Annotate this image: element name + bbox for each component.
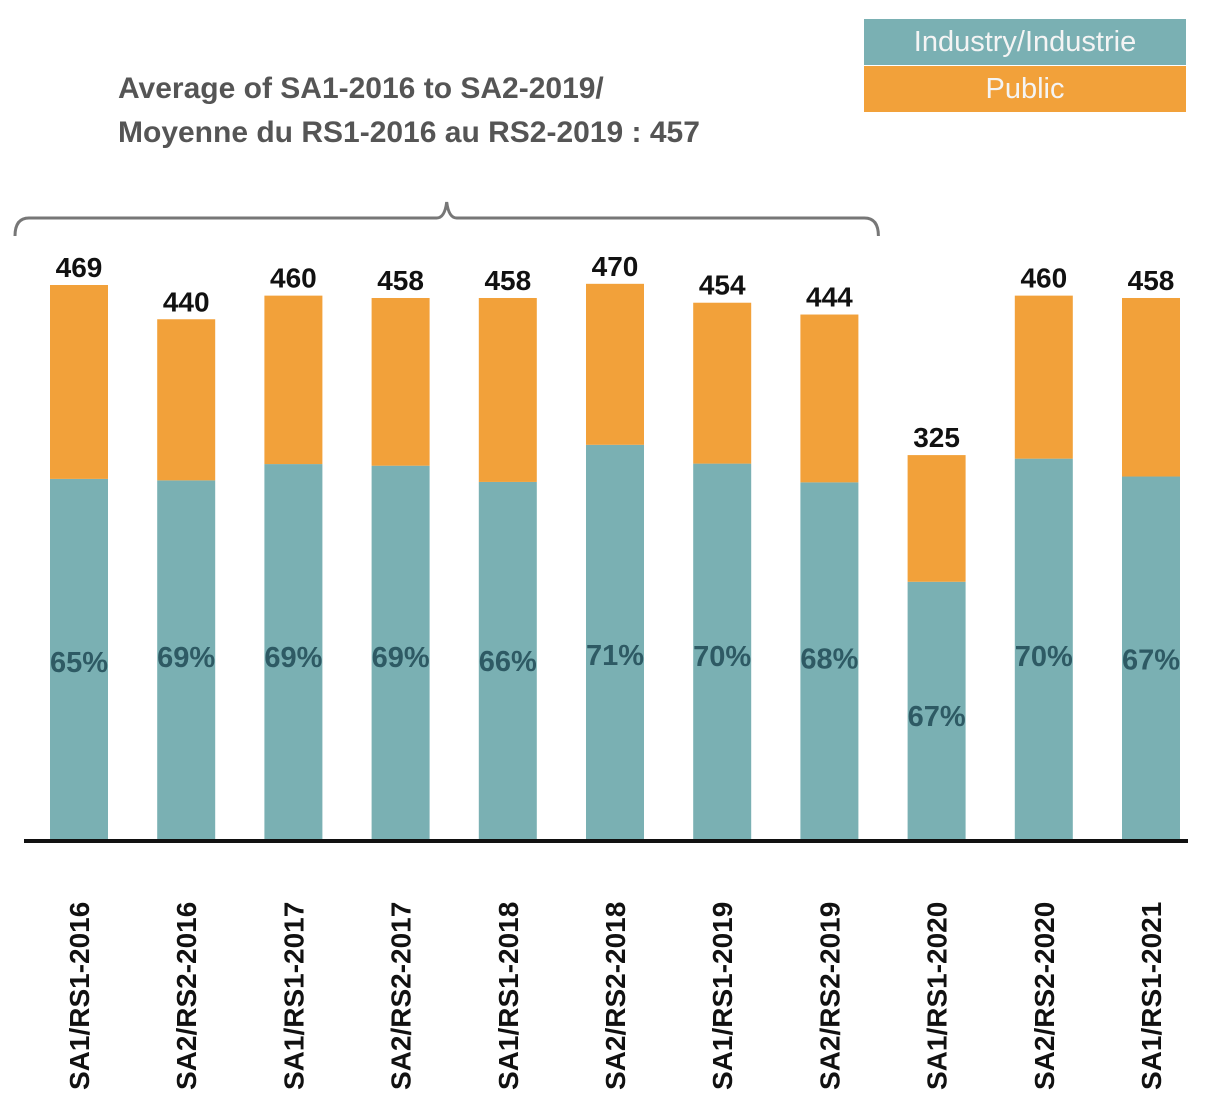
percent-label: 70% [693,641,751,673]
bar-industry [586,444,644,839]
total-label: 440 [163,286,210,317]
percent-label: 69% [157,642,215,674]
x-tick-label: SA1/RS1-2017 [278,902,309,1090]
x-tick-label: SA1/RS1-2018 [493,902,524,1090]
bar-industry [693,463,752,839]
bar-industry [478,481,537,839]
x-tick-label: SA1/RS1-2019 [707,902,738,1090]
percent-label: 66% [479,646,537,678]
bar-public [1014,295,1073,459]
bar-industry [157,480,216,839]
x-tick-label: SA1/RS1-2021 [1136,902,1167,1090]
total-label: 444 [806,282,853,313]
total-label: 460 [270,263,317,294]
bar-public [157,319,216,481]
percent-label: 69% [264,642,322,674]
bar-public [371,297,430,466]
x-tick-labels: SA1/RS1-2016 SA2/RS2-2016 SA1/RS1-2017 SA2/… [64,902,1167,1090]
bar-industry [50,478,108,839]
bar-public [1122,297,1180,477]
percent-label: 67% [908,701,966,733]
x-tick-label: SA1/RS1-2016 [64,902,95,1090]
bar-industry [1122,476,1180,839]
bar-industry [371,465,430,839]
percent-label: 69% [372,642,430,674]
x-tick-label: SA2/RS2-2020 [1029,902,1060,1090]
percent-label: 68% [800,643,858,675]
bar-public [264,295,323,465]
percent-label: 70% [1015,641,1073,673]
bar-public [907,455,966,582]
total-label: 460 [1020,263,1067,294]
total-label: 469 [56,252,103,283]
bar-industry [264,464,323,839]
bar-public [586,283,644,445]
bar-public [478,297,537,482]
percent-label: 65% [50,647,108,679]
bar-industry [800,482,859,839]
bars-group [50,283,1180,839]
x-tick-label: SA2/RS2-2018 [600,902,631,1090]
bar-industry [907,581,966,839]
x-tick-label: SA1/RS1-2020 [922,902,953,1090]
percent-label: 71% [586,640,644,672]
x-tick-label: SA2/RS2-2019 [814,902,845,1090]
total-label: 458 [377,265,424,296]
total-label: 325 [913,422,960,453]
total-label: 458 [1128,265,1175,296]
percent-label: 67% [1122,645,1180,677]
bar-public [50,285,108,479]
labels-group: 469 65% 440 69% 460 69% 458 69% 458 66% 470 71% 454 7… [50,251,1180,733]
legend-industry: Industry/Industrie [864,19,1186,65]
legend-public: Public [864,66,1186,112]
x-tick-label: SA2/RS2-2016 [171,902,202,1090]
average-brace [13,201,880,237]
x-tick-label: SA2/RS2-2017 [386,902,417,1090]
chart-subtitle: Moyenne du RS1-2016 au RS2-2019 : 457 [118,116,700,149]
total-label: 470 [592,251,639,282]
bar-public [693,302,752,464]
total-label: 454 [699,270,746,301]
total-label: 458 [484,265,531,296]
bar-public [800,314,859,483]
bar-industry [1014,458,1073,839]
chart-title: Average of SA1-2016 to SA2-2019/ [118,72,604,105]
